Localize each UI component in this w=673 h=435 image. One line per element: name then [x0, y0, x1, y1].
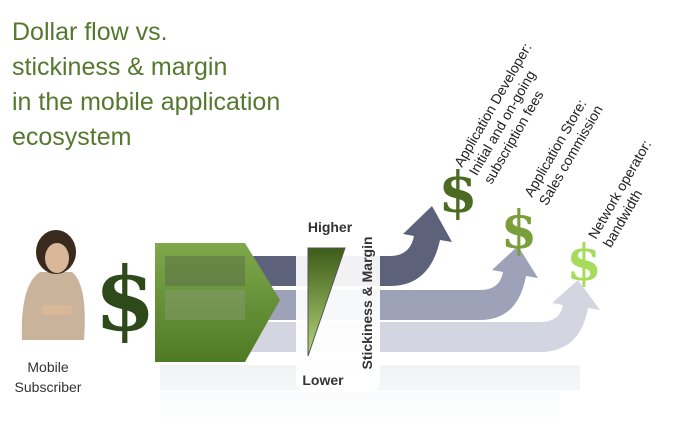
- dollar-sign: $: [94, 247, 155, 351]
- subscriber-label: Subscriber: [15, 379, 82, 395]
- title-line: stickiness & margin: [12, 53, 227, 81]
- title-line: ecosystem: [12, 123, 131, 151]
- recipient-label: Network operator: bandwidth: [585, 137, 669, 250]
- page: Dollar flow vs. stickiness & margin in t…: [0, 0, 673, 435]
- dollar-sign: $: [567, 233, 602, 292]
- flow-band: [165, 256, 245, 286]
- title-line: in the mobile application: [12, 88, 280, 116]
- diagram: Dollar flow vs. stickiness & margin in t…: [0, 0, 673, 435]
- scale-axis-label: Stickiness & Margin: [359, 236, 375, 369]
- scale-top: Higher: [308, 219, 353, 235]
- subscriber-label: Mobile: [27, 359, 68, 375]
- subscriber-figure: [22, 230, 85, 340]
- title: Dollar flow vs. stickiness & margin in t…: [12, 18, 280, 151]
- scale-bottom: Lower: [302, 372, 344, 388]
- flow-band: [165, 290, 245, 320]
- dollar-sign: $: [501, 200, 537, 261]
- title-line: Dollar flow vs.: [12, 18, 168, 46]
